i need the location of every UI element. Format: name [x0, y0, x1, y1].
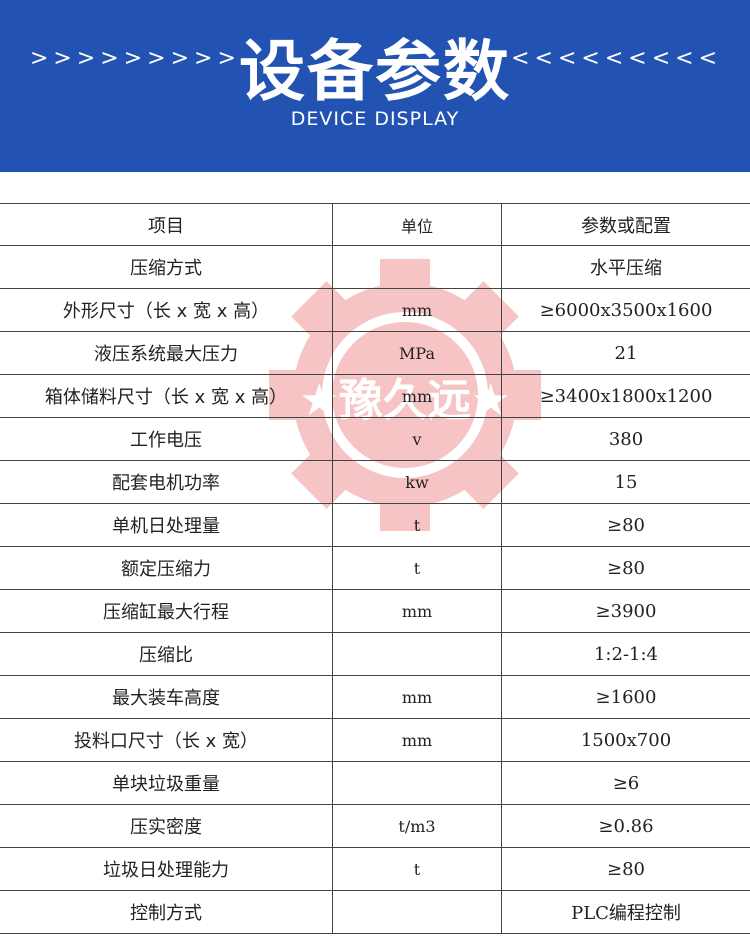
cell-value: ≥0.86 [501, 804, 750, 848]
cell-value: 21 [501, 331, 750, 375]
header-value: 参数或配置 [501, 203, 750, 246]
cell-unit: MPa [332, 331, 502, 375]
cell-value: 1500x700 [501, 718, 750, 762]
table-row: 工作电压 v 380 [0, 417, 750, 461]
cell-value: ≥1600 [501, 675, 750, 719]
table-row: 外形尺寸（长 x 宽 x 高） mm ≥6000x3500x1600 [0, 288, 750, 332]
table-row: 垃圾日处理能力 t ≥80 [0, 847, 750, 891]
table-row: 压缩缸最大行程 mm ≥3900 [0, 589, 750, 633]
cell-unit [332, 761, 502, 805]
cell-value: ≥80 [501, 546, 750, 590]
left-arrows-decoration: >>>>>>>>> [30, 46, 241, 71]
cell-unit [332, 890, 502, 934]
cell-value: 15 [501, 460, 750, 504]
cell-value: ≥3900 [501, 589, 750, 633]
table-row: 配套电机功率 kw 15 [0, 460, 750, 504]
cell-unit: mm [332, 374, 502, 418]
cell-item: 压缩比 [0, 632, 333, 676]
table-row: 压缩比 1:2-1:4 [0, 632, 750, 676]
header-banner: >>>>>>>>> 设备参数 <<<<<<<<< DEVICE DISPLAY [0, 0, 750, 172]
cell-unit: t [332, 546, 502, 590]
table-row: 额定压缩力 t ≥80 [0, 546, 750, 590]
table-row: 压实密度 t/m3 ≥0.86 [0, 804, 750, 848]
cell-unit: mm [332, 675, 502, 719]
cell-unit: mm [332, 288, 502, 332]
table-row: 液压系统最大压力 MPa 21 [0, 331, 750, 375]
cell-item: 配套电机功率 [0, 460, 333, 504]
cell-value: 380 [501, 417, 750, 461]
cell-unit: t [332, 503, 502, 547]
table-row: 投料口尺寸（长 x 宽） mm 1500x700 [0, 718, 750, 762]
table-row: 单机日处理量 t ≥80 [0, 503, 750, 547]
page-subtitle: DEVICE DISPLAY [290, 108, 460, 130]
cell-item: 液压系统最大压力 [0, 331, 333, 375]
page-title: 设备参数 [239, 33, 511, 110]
cell-item: 工作电压 [0, 417, 333, 461]
cell-item: 箱体储料尺寸（长 x 宽 x 高） [0, 374, 333, 418]
cell-unit: t [332, 847, 502, 891]
cell-item: 投料口尺寸（长 x 宽） [0, 718, 333, 762]
cell-item: 最大装车高度 [0, 675, 333, 719]
cell-value: ≥6000x3500x1600 [501, 288, 750, 332]
cell-item: 控制方式 [0, 890, 333, 934]
cell-value: ≥6 [501, 761, 750, 805]
table-header-row: 项目 单位 参数或配置 [0, 203, 750, 246]
table-row: 单块垃圾重量 ≥6 [0, 761, 750, 805]
header-unit: 单位 [332, 203, 502, 246]
cell-value: PLC编程控制 [501, 890, 750, 934]
cell-item: 垃圾日处理能力 [0, 847, 333, 891]
cell-item: 单机日处理量 [0, 503, 333, 547]
cell-unit: kw [332, 460, 502, 504]
table-row: 箱体储料尺寸（长 x 宽 x 高） mm ≥3400x1800x1200 [0, 374, 750, 418]
cell-unit [332, 632, 502, 676]
table-row: 压缩方式 水平压缩 [0, 245, 750, 289]
cell-item: 压实密度 [0, 804, 333, 848]
cell-value: ≥80 [501, 503, 750, 547]
cell-unit: t/m3 [332, 804, 502, 848]
cell-item: 额定压缩力 [0, 546, 333, 590]
table-row: 控制方式 PLC编程控制 [0, 890, 750, 934]
cell-item: 压缩方式 [0, 245, 333, 289]
cell-value: 1:2-1:4 [501, 632, 750, 676]
table-row: 最大装车高度 mm ≥1600 [0, 675, 750, 719]
cell-unit [332, 245, 502, 289]
cell-item: 外形尺寸（长 x 宽 x 高） [0, 288, 333, 332]
cell-item: 压缩缸最大行程 [0, 589, 333, 633]
cell-value: ≥80 [501, 847, 750, 891]
spec-table: 项目 单位 参数或配置 压缩方式 水平压缩 外形尺寸（长 x 宽 x 高） mm ≥60… [0, 203, 750, 934]
header-item: 项目 [0, 203, 333, 246]
cell-value: 水平压缩 [501, 245, 750, 289]
cell-value: ≥3400x1800x1200 [501, 374, 750, 418]
right-arrows-decoration: <<<<<<<<< [511, 46, 722, 71]
cell-unit: mm [332, 589, 502, 633]
cell-unit: v [332, 417, 502, 461]
cell-item: 单块垃圾重量 [0, 761, 333, 805]
cell-unit: mm [332, 718, 502, 762]
